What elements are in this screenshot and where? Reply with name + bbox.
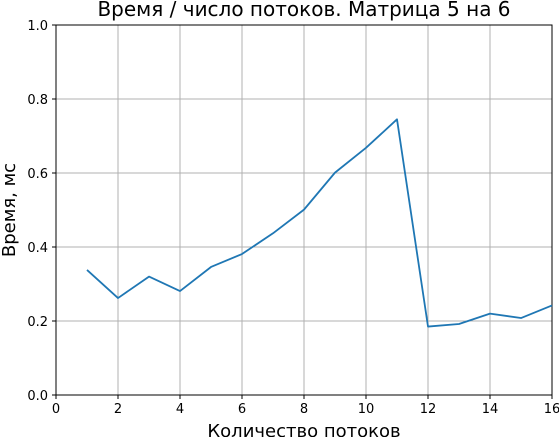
x-tick-label: 16 — [544, 402, 559, 417]
x-tick-label: 12 — [420, 402, 437, 417]
y-axis-label: Время, мс — [0, 163, 20, 257]
y-tick-label: 1.0 — [27, 19, 48, 34]
x-tick-label: 6 — [238, 402, 246, 417]
ticks: 0 2 4 6 8 10 12 14 16 0.0 0.2 0.4 0.6 0.8 1.0 — [27, 19, 559, 417]
x-tick-label: 2 — [114, 402, 122, 417]
x-axis-label: Количество потоков — [207, 421, 400, 437]
y-tick-label: 0.4 — [27, 241, 48, 256]
y-tick-label: 0.6 — [27, 167, 48, 182]
chart-title: Время / число потоков. Матрица 5 на 6 — [97, 0, 510, 21]
y-tick-label: 0.2 — [27, 315, 48, 330]
x-tick-label: 14 — [482, 402, 499, 417]
series-layer — [86, 118, 553, 328]
y-tick-label: 0.0 — [27, 389, 48, 404]
x-tick-label: 0 — [52, 402, 60, 417]
x-tick-label: 4 — [176, 402, 184, 417]
y-tick-label: 0.8 — [27, 93, 48, 108]
x-tick-label: 8 — [300, 402, 308, 417]
x-tick-label: 10 — [358, 402, 375, 417]
series-line — [86, 118, 553, 328]
